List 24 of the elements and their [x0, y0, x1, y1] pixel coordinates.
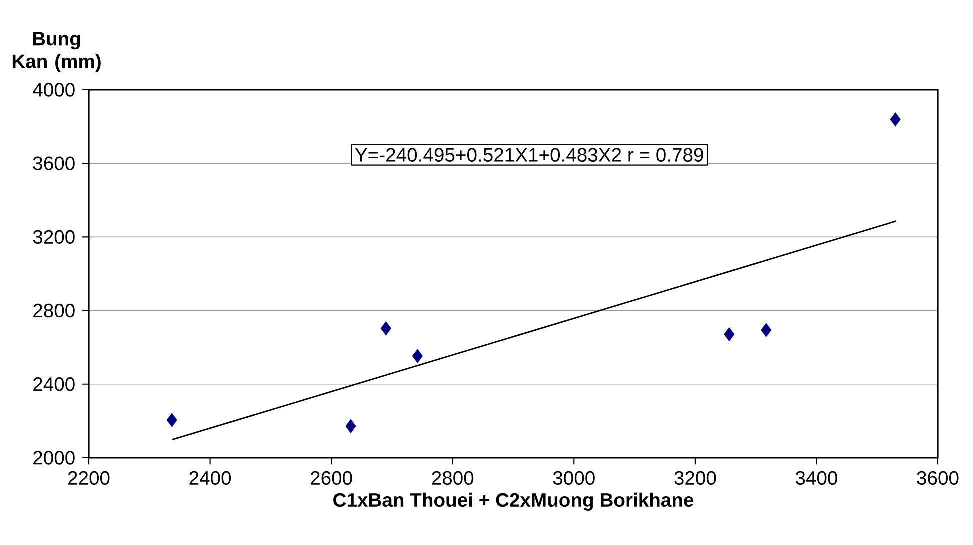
point [724, 328, 735, 342]
point [346, 419, 356, 434]
x-axis-title: C1xBan Thouei + C2xMuong Borikhane [334, 492, 694, 511]
x-tick-label: 2200 [68, 471, 110, 486]
x-tick-label: 3000 [553, 471, 595, 486]
point [380, 322, 392, 336]
y-tick-label: 3200 [33, 230, 75, 244]
x-tick-label: 2600 [311, 471, 352, 486]
x-tick-label: 3600 [917, 471, 959, 486]
point [166, 413, 178, 428]
y-tick-label: 3600 [33, 156, 75, 170]
x-tick-label: 2400 [190, 471, 232, 486]
y-tick-label: 2800 [34, 304, 75, 318]
point [890, 112, 901, 127]
point [761, 323, 772, 338]
y-axis-title: Bung Kan (mm) [12, 32, 101, 72]
point [412, 349, 423, 364]
x-tick-label: 2800 [432, 471, 474, 486]
annotation: Y=-240.495+0.521X1+0.483X2 r = 0.789 [355, 148, 704, 162]
x-tick-label: 3200 [674, 471, 716, 486]
y-tick-label: 2000 [34, 451, 75, 465]
y-tick-label: 4000 [33, 83, 75, 97]
x-tick-label: 3400 [796, 471, 838, 486]
y-tick-label: 2400 [34, 378, 75, 392]
